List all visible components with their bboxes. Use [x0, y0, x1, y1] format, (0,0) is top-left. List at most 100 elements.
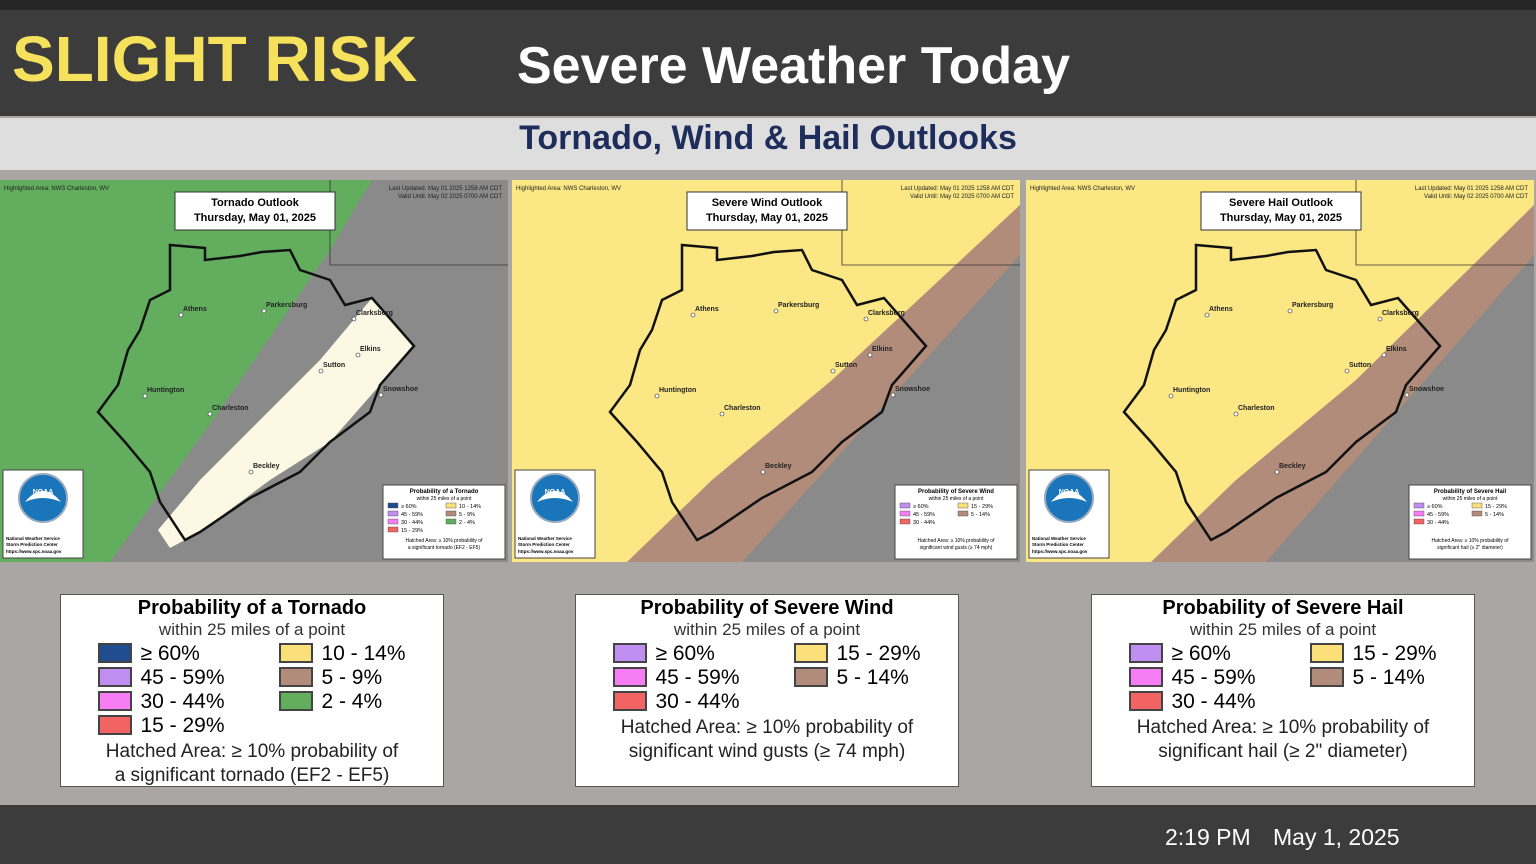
mini-legend-swatch: [1413, 510, 1425, 517]
logo-mark: NOAA: [1059, 489, 1080, 496]
county-outline: [96, 243, 416, 542]
mini-legend-swatch: [445, 510, 457, 517]
risk-area: [0, 180, 372, 562]
city-dot: [773, 308, 779, 314]
header-bar: [0, 10, 1536, 116]
title-box: [1200, 191, 1362, 231]
legend-label: ≥ 60%: [140, 642, 200, 665]
mini-legend-label: 30 - 44%: [1427, 520, 1449, 526]
risk-area: [1026, 180, 1534, 562]
city-label: Sutton: [1349, 362, 1371, 369]
city-dot: [378, 392, 384, 398]
legend-subtitle: within 25 miles of a point: [1189, 620, 1377, 639]
legend-swatch: [279, 643, 314, 663]
mini-legend-hatch: significant wind gusts (≥ 74 mph): [920, 545, 993, 551]
legend-label: ≥ 60%: [655, 642, 715, 665]
mini-legend-label: 45 - 59%: [401, 512, 423, 518]
mini-legend-label: 30 - 44%: [401, 520, 423, 526]
mini-legend-hatch: significant hail (≥ 2" diameter): [1437, 545, 1503, 551]
legend-item: 15 - 29%: [98, 714, 225, 738]
legend-item: 15 - 29%: [794, 642, 921, 666]
top-bar: [0, 0, 1536, 10]
title-box: [686, 191, 848, 231]
legend-swatch: [613, 691, 648, 711]
highlight-text: Highlighted Area: NWS Charleston, WV: [4, 186, 109, 192]
mini-legend-sub: within 25 miles of a point: [417, 496, 472, 502]
noaa-bird: [1051, 491, 1087, 502]
logo-line: Storm Prediction Center: [6, 542, 58, 547]
city-dot: [1274, 469, 1280, 475]
logo-url: https://www.spc.noaa.gov: [1032, 549, 1088, 554]
logo-url: https://www.spc.noaa.gov: [518, 549, 574, 554]
logo-mark: NOAA: [33, 489, 54, 496]
legend-label: 15 - 29%: [140, 714, 225, 737]
city-dot: [261, 308, 267, 314]
mini-legend-hatch: Hatched Area: ≥ 10% probability of: [918, 538, 996, 544]
legend-title: Probability of Severe Wind: [640, 597, 894, 619]
legend-label: 30 - 44%: [140, 690, 225, 713]
updated-text: Last Updated: May 01 2025 1258 AM CDT: [901, 186, 1014, 192]
legend-title: Probability of Severe Hail: [1162, 597, 1404, 619]
legend-item: 45 - 59%: [613, 666, 740, 690]
city-dot: [1233, 411, 1239, 417]
legend-items: ≥ 60% 45 - 59% 30 - 44% 15 - 29% 10 - 14% 5 -…: [61, 640, 443, 738]
mini-legend-swatch: [387, 526, 399, 533]
mini-legend-label: 15 - 29%: [971, 504, 993, 510]
city-label: Beckley: [1279, 463, 1306, 470]
city-dot: [1168, 393, 1174, 399]
legend-item: 10 - 14%: [279, 642, 406, 666]
logo-mark: NOAA: [545, 489, 566, 496]
legend-items: ≥ 60% 45 - 59% 30 - 44% 15 - 29% 5 - 14%: [1092, 640, 1474, 714]
city-label: Charleston: [1238, 405, 1275, 412]
valid-text: Valid Until: May 02 2025 0700 AM CDT: [1424, 194, 1528, 200]
city-dot: [1404, 392, 1410, 398]
mini-legend-title: Probability of a Tornado: [410, 489, 479, 495]
mini-legend-box: [1408, 484, 1532, 560]
mini-legend-sub: within 25 miles of a point: [1443, 496, 1498, 502]
mini-legend-swatch: [1413, 502, 1425, 509]
city-dot: [863, 316, 869, 322]
footer-date: May 1, 2025: [1273, 824, 1400, 850]
legend-item: 15 - 29%: [1310, 642, 1437, 666]
city-label: Elkins: [360, 346, 381, 353]
mini-legend-label: 5 - 14%: [1485, 512, 1504, 518]
legend-hatched-line: Hatched Area: ≥ 10% probability of: [1136, 717, 1430, 738]
mini-legend-label: 15 - 29%: [401, 528, 423, 534]
city-label: Parkersburg: [778, 302, 819, 309]
city-dot: [760, 469, 766, 475]
legend-items: ≥ 60% 45 - 59% 30 - 44% 15 - 29% 5 - 14%: [576, 640, 958, 714]
city-dot: [690, 312, 696, 318]
legend-column: 15 - 29% 5 - 14%: [1310, 642, 1437, 714]
legend-swatch: [98, 715, 133, 735]
city-label: Elkins: [872, 346, 893, 353]
legend-hatched: Hatched Area: ≥ 10% probability of signif…: [576, 716, 958, 764]
city-dot: [1287, 308, 1293, 314]
mini-legend-swatch: [445, 518, 457, 525]
legend-label: 2 - 4%: [321, 690, 383, 713]
mini-legend-box: [382, 484, 506, 560]
legend-item: 30 - 44%: [98, 690, 225, 714]
legend-subtitle: within 25 miles of a point: [158, 620, 346, 639]
legend-label: 10 - 14%: [321, 642, 406, 665]
city-label: Parkersburg: [266, 302, 307, 309]
legend-swatch: [98, 691, 133, 711]
mini-legend-label: 30 - 44%: [913, 520, 935, 526]
logo-url: https://www.spc.noaa.gov: [6, 549, 62, 554]
city-label: Clarksburg: [356, 310, 393, 317]
city-label: Snowshoe: [895, 386, 930, 393]
mini-legend-label: 10 - 14%: [459, 504, 481, 510]
legend-item: 30 - 44%: [613, 690, 740, 714]
mini-legend-swatch: [899, 518, 911, 525]
mini-legend-swatch: [445, 502, 457, 509]
noaa-bird: [25, 491, 61, 502]
city-label: Sutton: [323, 362, 345, 369]
legend-hatched-line: a significant tornado (EF2 - EF5): [114, 765, 390, 786]
risk-area: [627, 205, 1020, 562]
legend-box: Probability of a Tornado within 25 miles …: [60, 594, 444, 787]
legend-title: Probability of a Tornado: [137, 597, 367, 619]
city-label: Parkersburg: [1292, 302, 1333, 309]
subtitle: Tornado, Wind & Hail Outlooks: [519, 119, 1017, 157]
city-label: Beckley: [765, 463, 792, 470]
city-dot: [867, 352, 873, 358]
mini-legend-hatch: Hatched Area: ≥ 10% probability of: [406, 538, 484, 544]
